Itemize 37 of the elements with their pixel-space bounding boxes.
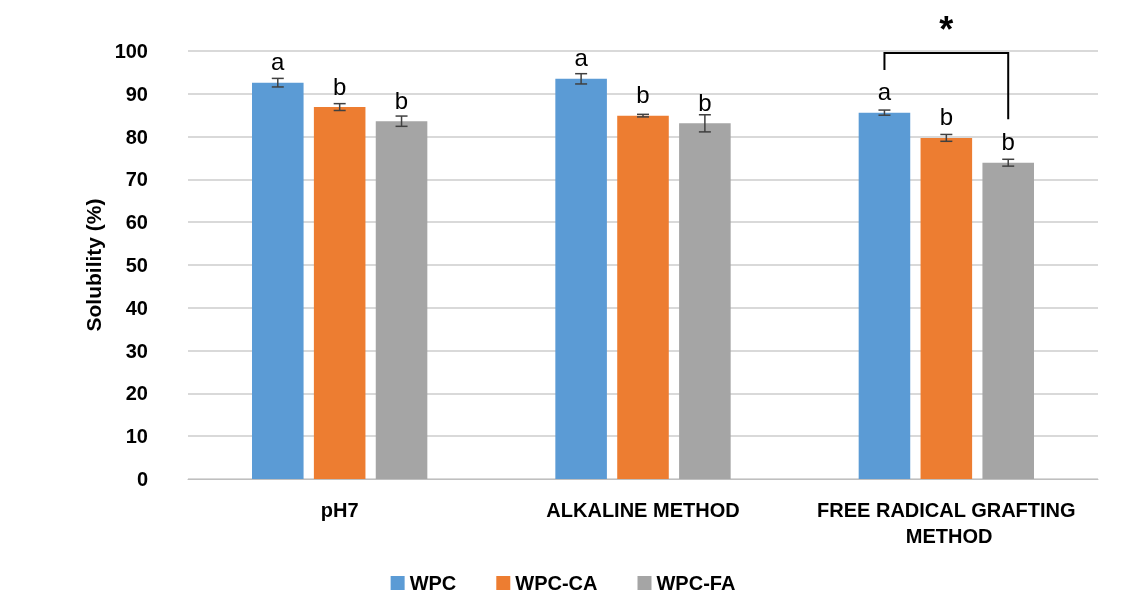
y-tick-label: 40 bbox=[125, 296, 148, 319]
data-label: a bbox=[877, 78, 892, 106]
y-tick-label: 30 bbox=[125, 339, 148, 362]
data-label: a bbox=[271, 48, 286, 76]
x-tick-label: ALKALINE METHOD bbox=[546, 499, 740, 521]
y-tick-label: 50 bbox=[125, 254, 148, 276]
y-tick-label: 100 bbox=[114, 40, 148, 62]
bar bbox=[982, 162, 1034, 479]
x-tick-label: FREE RADICAL GRAFTING METHOD bbox=[817, 499, 1076, 547]
data-label: b bbox=[1001, 128, 1015, 156]
legend-label: WPC-CA bbox=[515, 572, 598, 594]
y-tick-label: 60 bbox=[125, 211, 148, 234]
bar bbox=[858, 112, 911, 479]
data-label: b bbox=[394, 86, 409, 114]
data-label: a bbox=[574, 44, 589, 72]
y-tick-label: 80 bbox=[125, 125, 148, 148]
bar bbox=[617, 115, 669, 479]
x-tick-label: pH7 bbox=[320, 499, 359, 521]
bar bbox=[555, 78, 607, 479]
legend-label: WPC bbox=[409, 572, 457, 594]
data-label: b bbox=[332, 72, 347, 100]
legend-label: WPC-FA bbox=[656, 572, 736, 594]
bar bbox=[920, 137, 973, 479]
data-label: b bbox=[698, 88, 712, 116]
y-tick-label: 0 bbox=[136, 468, 148, 490]
data-label: b bbox=[636, 81, 650, 109]
data-label: b bbox=[939, 103, 954, 131]
y-tick-label: 90 bbox=[125, 82, 148, 105]
y-tick-label: 70 bbox=[125, 168, 148, 191]
y-axis-title: Solubility (%) bbox=[81, 198, 105, 332]
bar bbox=[375, 121, 428, 479]
bar bbox=[252, 82, 304, 479]
y-tick-label: 10 bbox=[125, 425, 148, 448]
bar bbox=[679, 123, 731, 479]
text: * bbox=[939, 8, 954, 50]
bar bbox=[313, 107, 366, 479]
y-tick-label: 20 bbox=[125, 382, 148, 405]
